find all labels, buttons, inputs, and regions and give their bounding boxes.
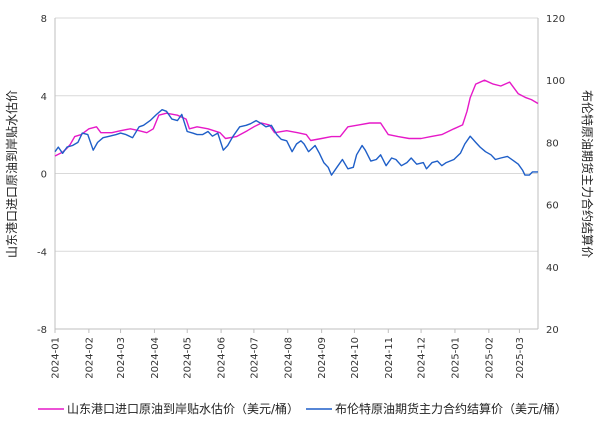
legend-label-series-1: 山东港口进口原油到岸贴水估价（美元/桶）	[67, 401, 299, 416]
x-axis-ticks: 2024-01 2024-02 2024-03 2024-04 2024-05 2024-…	[51, 329, 526, 379]
series-line-1	[54, 79, 539, 157]
series-line-2	[54, 109, 538, 176]
right-tick-label: 80	[546, 138, 559, 149]
left-tick-label: 4	[41, 92, 47, 103]
x-tick-label: 2024-10	[350, 337, 361, 379]
x-tick-label: 2024-05	[183, 337, 194, 379]
x-tick-label: 2025-02	[484, 337, 495, 379]
plot-frame	[54, 18, 539, 330]
series-layer	[54, 79, 539, 176]
right-tick-label: 40	[546, 263, 559, 274]
left-tick-label: 8	[41, 14, 47, 25]
right-tick-label: 120	[546, 14, 565, 25]
legend-label-series-2: 布伦特原油期货主力合约结算价（美元/桶）	[335, 401, 567, 416]
x-tick-label: 2024-09	[317, 337, 328, 379]
x-tick-label: 2024-02	[84, 337, 95, 379]
x-tick-label: 2024-06	[217, 337, 228, 379]
legend: 山东港口进口原油到岸贴水估价（美元/桶） 布伦特原油期货主力合约结算价（美元/桶…	[38, 401, 567, 416]
left-axis-ticks: 8 4 0 -4 -8	[37, 14, 47, 336]
x-tick-label: 2024-03	[116, 337, 127, 379]
x-tick-label: 2024-12	[417, 337, 428, 379]
x-tick-label: 2024-08	[283, 337, 294, 379]
right-tick-label: 20	[546, 325, 559, 336]
left-axis-title: 山东港口进口原油到岸贴水估价	[5, 90, 19, 258]
left-tick-label: 0	[41, 170, 47, 181]
x-tick-label: 2024-01	[51, 337, 62, 379]
grid-lines	[55, 17, 538, 330]
left-tick-label: -8	[37, 325, 47, 336]
x-tick-label: 2025-03	[515, 337, 526, 379]
left-tick-label: -4	[37, 247, 47, 258]
x-tick-label: 2025-01	[450, 337, 461, 379]
right-axis-ticks: 120 100 80 60 40 20	[546, 14, 565, 336]
right-tick-label: 60	[546, 201, 559, 212]
x-tick-label: 2024-11	[384, 337, 395, 379]
x-tick-label: 2024-04	[150, 337, 161, 379]
right-axis-title: 布伦特原油期货主力合约结算价	[580, 90, 595, 258]
x-tick-label: 2024-07	[249, 337, 260, 379]
right-tick-label: 100	[546, 76, 565, 87]
